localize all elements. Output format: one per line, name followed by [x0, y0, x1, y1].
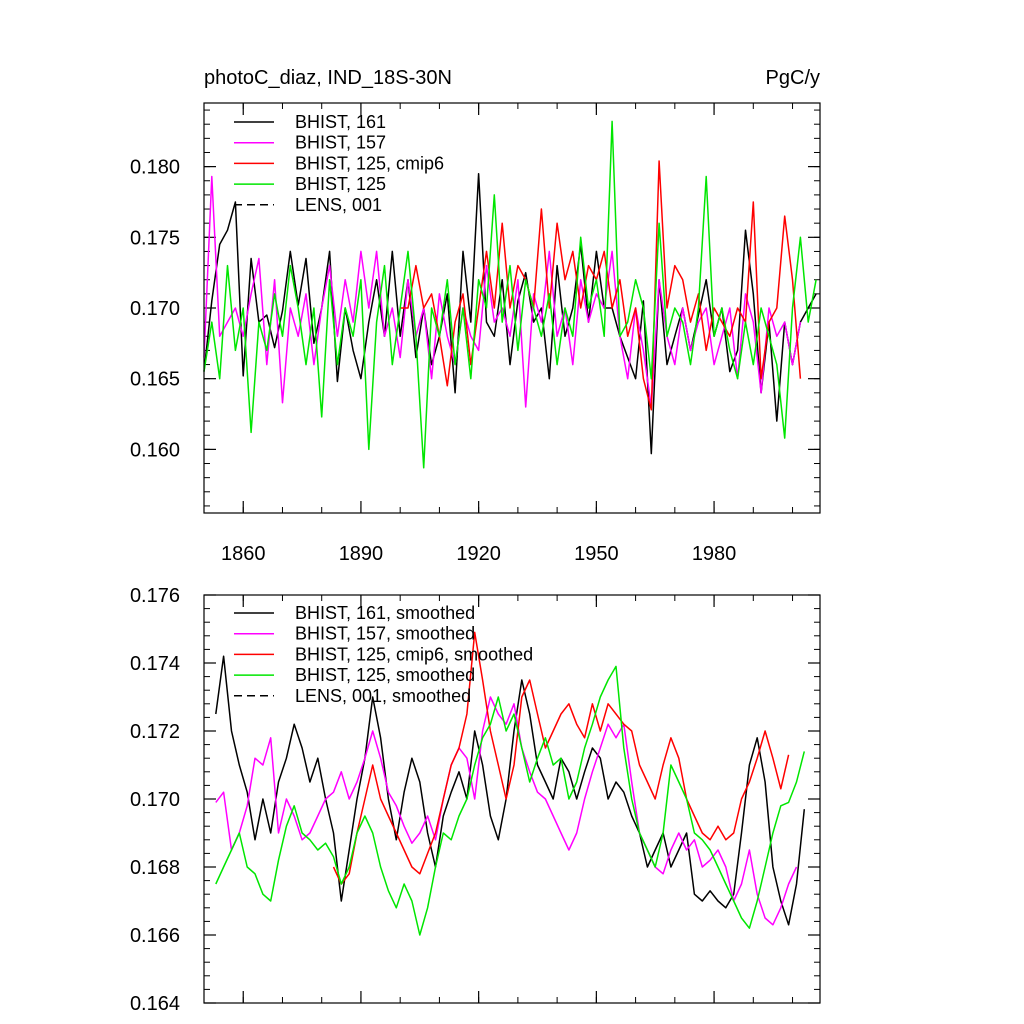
top-axis-ticks: 1860 1890 1920 1950 1980 0.160 0.165 0.170 0.175…: [130, 103, 820, 565]
legend-label: LENS, 001: [295, 195, 382, 215]
series-line: [203, 172, 817, 455]
bottom-panel: 0.164 0.166 0.168 0.170 0.172 0.174 0.176 BHIS…: [130, 585, 821, 1015]
legend-label: BHIST, 157, smoothed: [295, 624, 475, 644]
legend-label: BHIST, 157: [295, 133, 386, 153]
series-line: [203, 120, 817, 469]
y-tick-label: 0.166: [130, 925, 180, 947]
x-tick-label: 1860: [221, 543, 266, 565]
y-tick-label: 0.180: [130, 157, 180, 179]
series-line: [400, 160, 802, 411]
y-tick-label: 0.170: [130, 789, 180, 811]
series-line: [332, 631, 790, 885]
top-plot-frame: [203, 102, 821, 514]
y-tick-label: 0.160: [130, 439, 180, 461]
y-tick-label: 0.176: [130, 585, 180, 607]
y-tick-label: 0.168: [130, 857, 180, 879]
x-tick-label: 1980: [692, 543, 737, 565]
y-tick-label: 0.172: [130, 721, 180, 743]
units-label: PgC/y: [766, 67, 820, 89]
x-tick-label: 1950: [574, 543, 619, 565]
legend-label: BHIST, 125, cmip6, smoothed: [295, 644, 533, 664]
top-plot-area: [203, 120, 817, 469]
legend-label: BHIST, 125, smoothed: [295, 665, 475, 685]
legend-label: BHIST, 161, smoothed: [295, 603, 475, 623]
series-line: [203, 175, 802, 408]
series-line: [215, 655, 806, 926]
y-tick-label: 0.174: [130, 653, 180, 675]
legend-label: LENS, 001, smoothed: [295, 686, 471, 706]
legend-label: BHIST, 125, cmip6: [295, 153, 444, 173]
series-line: [215, 696, 798, 926]
top-panel: photoC_diaz, IND_18S-30N PgC/y 1860 1890 1…: [130, 67, 821, 565]
legend-label: BHIST, 125: [295, 174, 386, 194]
x-tick-label: 1890: [339, 543, 384, 565]
chart-title: photoC_diaz, IND_18S-30N: [204, 67, 452, 89]
bottom-plot-frame: [203, 594, 821, 1004]
y-tick-label: 0.170: [130, 298, 180, 320]
y-tick-label: 0.165: [130, 369, 180, 391]
x-tick-label: 1920: [456, 543, 501, 565]
y-tick-label: 0.175: [130, 227, 180, 249]
legend-label: BHIST, 161: [295, 112, 386, 132]
y-tick-label: 0.164: [130, 993, 180, 1015]
series-line: [215, 665, 806, 936]
bottom-plot-area: [215, 631, 806, 936]
